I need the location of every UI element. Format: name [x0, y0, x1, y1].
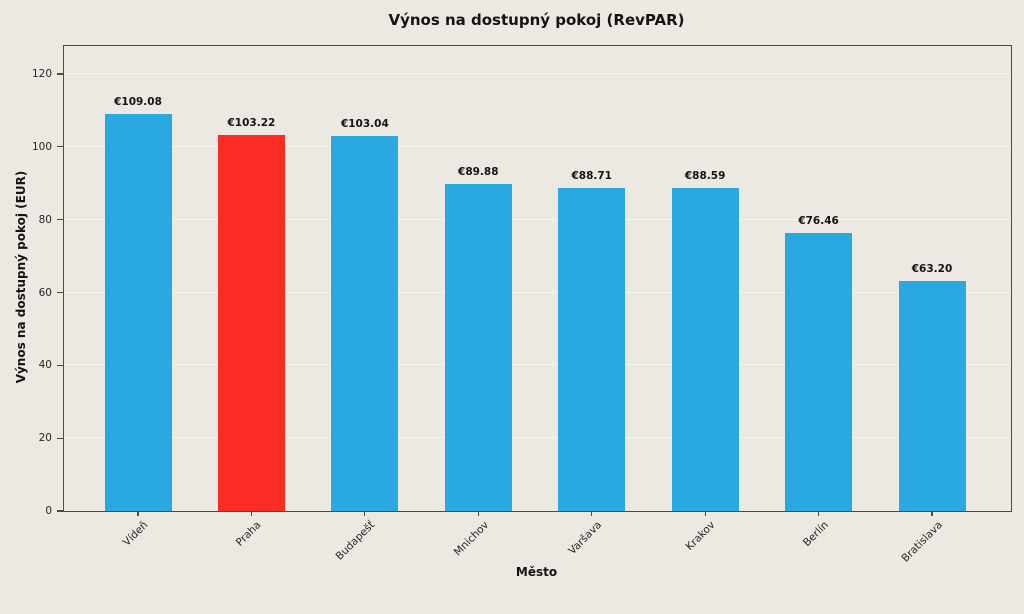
bar-value-label: €88.71 [571, 169, 612, 182]
x-tick-mark [817, 511, 820, 516]
gridline [64, 73, 1011, 75]
y-tick-label: 80 [38, 213, 52, 226]
y-tick-label: 100 [31, 140, 52, 153]
gridline [64, 218, 1011, 220]
y-tick-mark [57, 73, 63, 75]
y-tick-mark [57, 437, 63, 439]
bar-krakov [671, 188, 739, 511]
y-tick-mark [57, 510, 63, 512]
x-tick-mark [477, 511, 479, 516]
bar-value-label: €88.59 [684, 170, 726, 183]
y-tick-label: 0 [45, 505, 52, 517]
y-tick-label: 60 [38, 286, 52, 299]
y-tick-label: 40 [38, 359, 52, 372]
x-tick-mark [591, 511, 593, 516]
bar-berlín [785, 232, 853, 511]
x-tick-mark [931, 511, 933, 516]
bar-value-label: €76.46 [798, 214, 839, 227]
bar-praha [217, 135, 285, 511]
bar-bratislava [898, 280, 966, 511]
x-tick-mark [250, 511, 253, 516]
chart-title: Výnos na dostupný pokoj (RevPAR) [388, 11, 685, 29]
gridline [64, 437, 1011, 439]
bar-varšava [558, 187, 626, 511]
x-axis-label: Město [515, 565, 558, 579]
bar-mnichov [444, 183, 512, 511]
x-tick-mark [137, 511, 139, 516]
bar-value-label: €109.08 [114, 95, 162, 108]
y-tick-mark [57, 364, 63, 366]
gridline [64, 145, 1011, 147]
gridline [64, 364, 1011, 366]
y-tick-mark [57, 291, 63, 294]
y-axis-label: Výnos na dostupný pokoj (EUR) [14, 170, 28, 384]
plot-area: 0 20 40 60 80 100 120 €109.08 Vídeň €103.22 Praha €… [32, 45, 1012, 565]
y-tick-label: 20 [38, 432, 52, 445]
gridline [64, 291, 1011, 293]
bar-value-label: €89.88 [458, 165, 499, 178]
y-tick-mark [57, 219, 63, 221]
x-tick-mark [704, 511, 706, 516]
y-tick-label: 120 [31, 68, 52, 81]
bar-budapešť [331, 135, 399, 511]
x-tick-mark [364, 511, 366, 516]
bar-vídeň [104, 113, 172, 511]
bar-value-label: €103.22 [227, 117, 276, 130]
y-tick-mark [57, 146, 63, 148]
bar-value-label: €63.20 [911, 262, 953, 275]
bar-value-label: €103.04 [340, 117, 389, 130]
